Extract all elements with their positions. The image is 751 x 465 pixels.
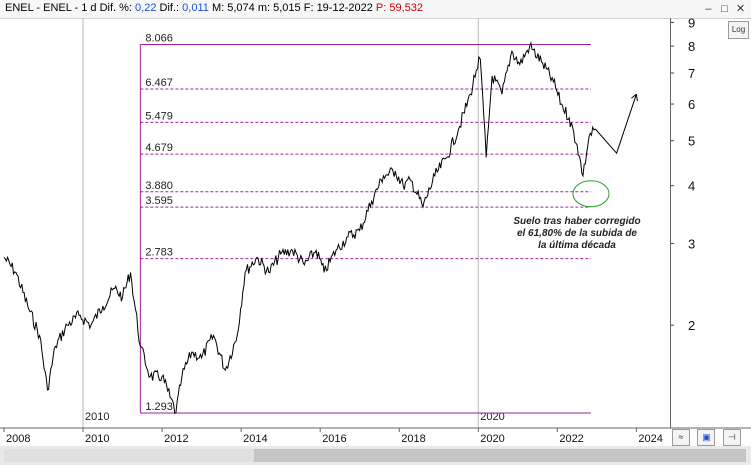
y-tick-label: 7 [688,66,695,81]
bottom-highlight-ellipse [572,180,610,208]
symbol-label: ENEL - ENEL - [5,2,79,14]
dif-value: 0,011 [182,2,209,14]
decade-label: 2020 [480,411,504,423]
dif-pct-value: 0,22 [135,2,157,14]
x-tick-label: 2020 [480,433,504,445]
max-label: M: [211,2,225,14]
fib-level-label: 5.479 [145,110,173,122]
x-tick-label: 2022 [559,433,583,445]
x-tick-label: 2014 [243,433,267,445]
fib-level-label: 3.880 [145,180,173,192]
save-icon[interactable]: ▣ [697,429,716,446]
price-axis-divider [670,18,671,428]
projection-line [594,94,637,155]
annotation-text: Suelo tras haber corregido [513,216,640,227]
price-chart: 2010 2020 8.0666.4675.4794.6793.8803.5952… [0,15,751,445]
y-axis: 9 8 7 6 5 4 3 2 [670,15,695,333]
x-tick-label: 2018 [401,433,425,445]
price-label: P: [375,2,387,14]
quote-summary: ENEL - ENEL - 1 d Dif. %: 0,22 Dif.: 0,0… [5,2,423,14]
fib-level-label: 1.293 [145,401,173,413]
max-value: 5,074 [227,2,255,14]
x-tick-label: 2024 [638,433,662,445]
chart-header-bar: ENEL - ENEL - 1 d Dif. %: 0,22 Dif.: 0,0… [0,0,751,19]
x-tick-label: 2008 [6,433,30,445]
y-tick-label: 5 [688,134,695,149]
min-value: 5,015 [273,2,301,14]
min-label: m: [257,2,271,14]
y-tick-label: 2 [688,318,695,333]
fib-level-label: 4.679 [145,142,173,154]
zoom-icon[interactable]: ≈ [672,429,690,446]
price-series [3,41,596,414]
chart-toolbar: ≈ ▣ ⊣ ▪ [672,429,751,464]
minimize-icon[interactable]: – [705,3,712,15]
y-tick-label: 6 [688,97,695,112]
date-label: F: [303,2,314,14]
fib-level-label: 6.467 [145,77,173,89]
fib-level-label: 8.066 [145,32,173,44]
x-tick-label: 2012 [164,433,188,445]
close-icon[interactable]: ✕ [735,3,746,15]
fibonacci-levels: 8.066 6.467 5.479 4.679 3.880 3.595 2.783 1.293 [139,32,591,414]
vertical-grid: 2010 2020 [82,18,505,428]
decade-label: 2010 [85,411,109,423]
fib-level-label: 2.783 [145,247,173,259]
scroll-thumb[interactable] [254,449,746,462]
log-scale-toggle[interactable]: Log [728,21,749,39]
date-value: 19-12-2022 [316,2,373,14]
maximize-icon[interactable]: □ [721,3,728,15]
dif-label: Dif.: [159,2,180,14]
window-controls: – □ ✕ [702,2,747,15]
x-tick-label: 2016 [322,433,346,445]
price-value: 59,532 [389,2,424,14]
annotation-text: la última década [538,240,616,251]
y-tick-label: 4 [688,179,695,194]
price-line [3,41,596,414]
period-label: 1 d [81,2,97,14]
pin-icon[interactable]: ⊣ [722,429,741,446]
x-axis: 2008 2010 2012 2014 2016 2018 2020 2022 2024 [0,427,751,445]
y-tick-label: 3 [688,237,695,252]
x-tick-label: 2010 [85,433,109,445]
arrow-icon [631,93,638,102]
dif-pct-label: Dif. %: [99,2,132,14]
y-tick-label: 9 [688,15,695,30]
fib-level-label: 3.595 [145,195,173,207]
y-tick-label: 8 [688,39,695,54]
annotation-text: el 61,80% de la subida de [517,228,637,239]
